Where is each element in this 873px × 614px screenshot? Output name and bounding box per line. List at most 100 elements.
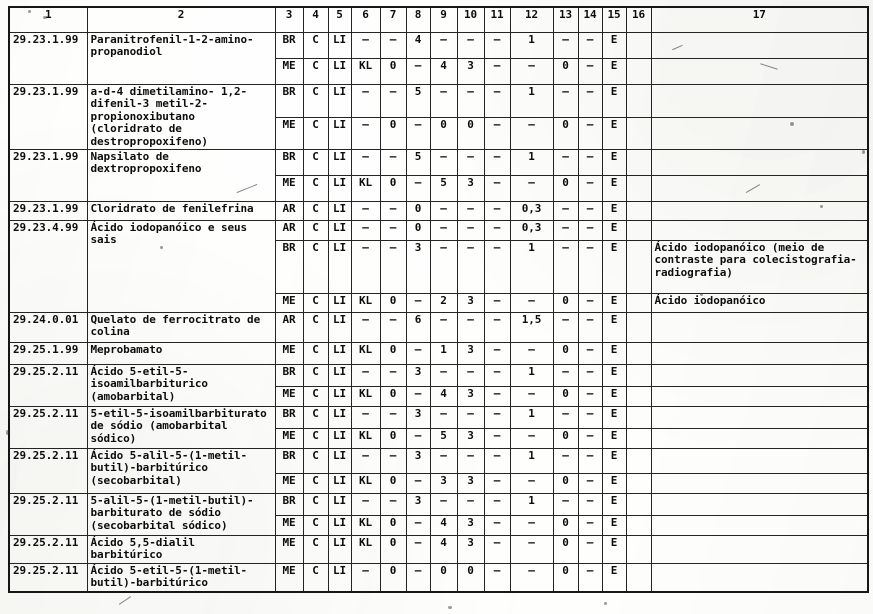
cell-col6: – <box>350 562 381 593</box>
cell-col7: 0 <box>379 386 407 408</box>
cell-col11: – <box>483 240 511 295</box>
cell-col9: 2 <box>429 293 458 314</box>
cell-col5: LI <box>327 428 352 450</box>
cell-col5: LI <box>327 32 352 59</box>
cell-col6: KL <box>350 58 381 85</box>
cell-col5: LI <box>327 342 352 366</box>
cell-col6: – <box>350 32 381 59</box>
cell-col12: – <box>509 342 554 366</box>
cell-col17-note: Ácido iodopanóico <box>650 293 869 314</box>
cell-col17-note <box>650 448 869 475</box>
table-row: 29.23.1.99 Paranitrofenil-1-2-amino-propa… <box>8 32 869 85</box>
table-row: 29.24.0.01 Quelato de ferrocitrato de col… <box>8 312 869 344</box>
cell-col6: KL <box>350 535 381 564</box>
cell-col5: LI <box>327 562 352 593</box>
cell-col4: C <box>302 406 329 430</box>
cell-col7: – <box>379 32 407 59</box>
col-header-17: 17 <box>650 6 869 33</box>
cell-code: 29.25.1.99 <box>8 342 88 366</box>
table-row: 29.23.1.99 Cloridrato de fenilefrina AR C LI… <box>8 201 869 222</box>
cell-col5: LI <box>327 473 352 495</box>
cell-col5: LI <box>327 406 352 430</box>
cell-col17-note <box>650 342 869 366</box>
cell-col9: – <box>429 406 458 430</box>
cell-col9: 4 <box>429 535 458 564</box>
cell-col10: – <box>456 240 485 295</box>
cell-col12: – <box>509 58 554 85</box>
cell-col16 <box>625 240 652 295</box>
cell-col6: KL <box>350 342 381 366</box>
cell-col7: – <box>379 84 407 118</box>
cell-col13: 0 <box>552 473 579 495</box>
cell-col7: – <box>379 493 407 517</box>
cell-code: 29.23.1.99 <box>8 83 88 151</box>
cell-description: a-d-4 dimetilamino- 1,2-difenil-3 metil-… <box>86 83 276 151</box>
cell-col17-note <box>650 535 869 564</box>
cell-col3: ME <box>274 473 304 495</box>
cell-col14: – <box>577 406 603 430</box>
cell-col11: – <box>483 201 511 222</box>
cell-col15: E <box>601 84 627 118</box>
cell-col13: – <box>552 406 579 430</box>
cell-col6: KL <box>350 293 381 314</box>
cell-col5: LI <box>327 386 352 408</box>
cell-col10: – <box>456 312 485 344</box>
cell-col10: 3 <box>456 386 485 408</box>
cell-col17-note <box>650 386 869 408</box>
cell-col13: – <box>552 364 579 388</box>
cell-col4: C <box>302 342 329 366</box>
cell-code: 29.23.1.99 <box>8 201 88 222</box>
cell-col4: C <box>302 473 329 495</box>
cell-col12: 0,3 <box>509 220 554 242</box>
cell-col15: E <box>601 342 627 366</box>
cell-col11: – <box>483 448 511 475</box>
cell-col16 <box>625 386 652 408</box>
cell-col5: LI <box>327 175 352 203</box>
col-header-5: 5 <box>327 6 352 33</box>
cell-col12: 1 <box>509 32 554 59</box>
cell-col15: E <box>601 58 627 85</box>
cell-col16 <box>625 58 652 85</box>
cell-col11: – <box>483 220 511 242</box>
cell-col14: – <box>577 175 603 203</box>
cell-col9: – <box>429 84 458 118</box>
cell-code: 29.25.2.11 <box>8 535 88 564</box>
table-row: ME C LI KL 0–4 3– –0– E <box>9 515 869 537</box>
cell-col6: – <box>350 116 381 151</box>
table-row: ME C LI –0–0 0– –0– E <box>9 116 869 151</box>
cell-col9: 0 <box>429 116 458 151</box>
cell-col16 <box>625 364 652 388</box>
cell-col6: – <box>350 84 381 118</box>
cell-col7: 0 <box>379 515 407 537</box>
cell-col3: AR <box>274 312 304 344</box>
cell-col14: – <box>577 448 603 475</box>
cell-col3: ME <box>274 386 304 408</box>
cell-col6: – <box>350 240 381 295</box>
col-header-7: 7 <box>379 6 407 33</box>
cell-col8: 3 <box>405 364 431 388</box>
cell-col5: LI <box>327 493 352 517</box>
cell-col12: – <box>509 293 554 314</box>
cell-col5: LI <box>327 293 352 314</box>
cell-col3: ME <box>274 293 304 314</box>
cell-col17-note <box>650 428 869 450</box>
table-row: 29.25.2.11 5-alil-5-(1-metil-butil)-barbi… <box>8 493 869 537</box>
cell-col11: – <box>483 293 511 314</box>
cell-col13: – <box>552 201 579 222</box>
cell-code: 29.25.2.11 <box>8 562 88 593</box>
cell-col4: C <box>302 58 329 85</box>
cell-col5: LI <box>327 364 352 388</box>
cell-col14: – <box>577 364 603 388</box>
cell-col6: KL <box>350 175 381 203</box>
cell-col11: – <box>483 493 511 517</box>
cell-col13: 0 <box>552 342 579 366</box>
cell-col16 <box>625 473 652 495</box>
table-row: 29.25.1.99 Meprobamato ME C LI KL 0–1 3– –0– E <box>8 342 869 366</box>
cell-col14: – <box>577 428 603 450</box>
table-header-row: 1 2 3 4 5 6 7 8 9 10 11 12 13 14 15 16 17 <box>8 6 869 33</box>
cell-col3: BR <box>274 364 304 388</box>
cell-col12: 1 <box>509 149 554 177</box>
cell-col12: 0,3 <box>509 201 554 222</box>
cell-col8: 0 <box>405 201 431 222</box>
